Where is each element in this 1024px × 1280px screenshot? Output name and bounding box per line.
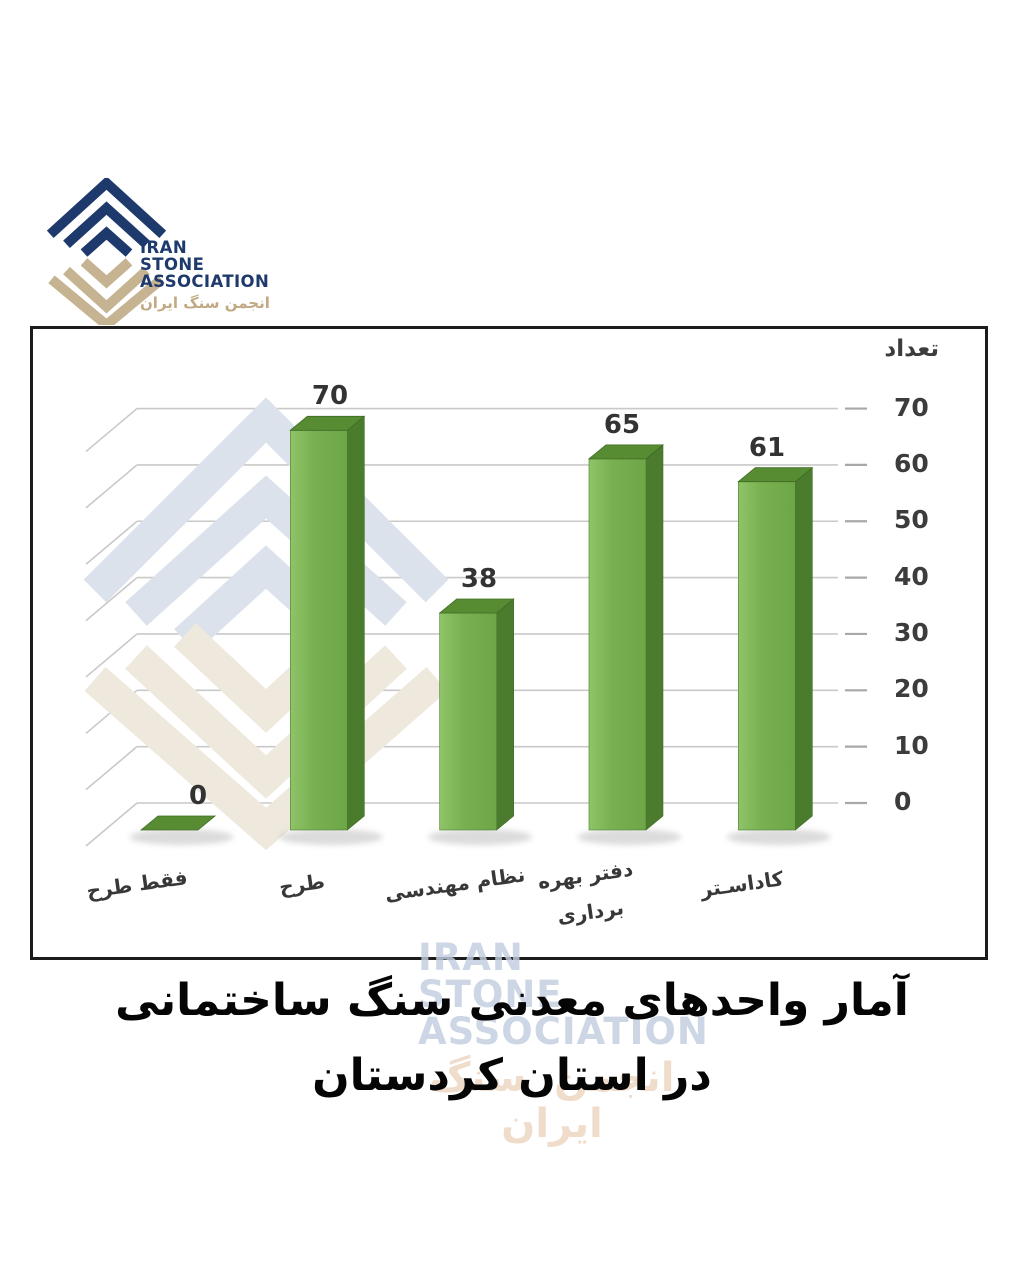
y-axis-title: تعداد: [884, 336, 939, 362]
bar-value-label: 65: [603, 409, 641, 440]
bar-value-label: 70: [311, 381, 349, 412]
chart-plot-svg: [83, 397, 867, 851]
logo-wordmark-line3: ASSOCIATION: [140, 271, 270, 291]
watermark-line2: STONE: [418, 973, 563, 1016]
logo-persian-name: انجمن سنگ ایران: [140, 294, 270, 312]
watermark-wordmark: IRAN STONE ASSOCIATION: [418, 939, 709, 1050]
logo-wordmark: IRAN STONE ASSOCIATION: [140, 238, 270, 291]
y-tick-label: 70: [894, 392, 929, 422]
logo-wordmark-line2: STONE: [140, 254, 205, 274]
bar-value-label: 61: [748, 432, 786, 463]
watermark-chevron-icon: [83, 397, 449, 851]
bars-group: [129, 415, 831, 845]
y-tick-label: 40: [894, 561, 929, 591]
y-tick-label: 30: [894, 617, 929, 647]
y-tick-label: 10: [894, 730, 929, 760]
watermark-line3: ASSOCIATION: [418, 1010, 709, 1053]
association-logo: IRAN STONE ASSOCIATION انجمن سنگ ایران: [44, 178, 304, 325]
y-tick-label: 60: [894, 448, 929, 478]
bar-value-label: 38: [460, 564, 498, 595]
watermark-line1: IRAN: [418, 936, 524, 979]
chart-frame: IRAN STONE ASSOCIATION انجمن سنگ ایران: [30, 326, 988, 1147]
logo-wordmark-line1: IRAN: [140, 238, 188, 257]
watermark-persian: انجمن سنگ ایران: [429, 1055, 675, 1147]
y-tick-label: 20: [894, 674, 929, 704]
caption-line2: در استان کردستان: [312, 1050, 712, 1101]
bar-value-label: 0: [188, 781, 208, 811]
y-tick-label: 0: [894, 787, 912, 816]
logo-chevron-icon: [46, 178, 167, 325]
y-tick-label: 50: [894, 505, 929, 535]
caption-line1: آمار واحدهای معدنی سنگ ساختمانی: [115, 975, 909, 1026]
